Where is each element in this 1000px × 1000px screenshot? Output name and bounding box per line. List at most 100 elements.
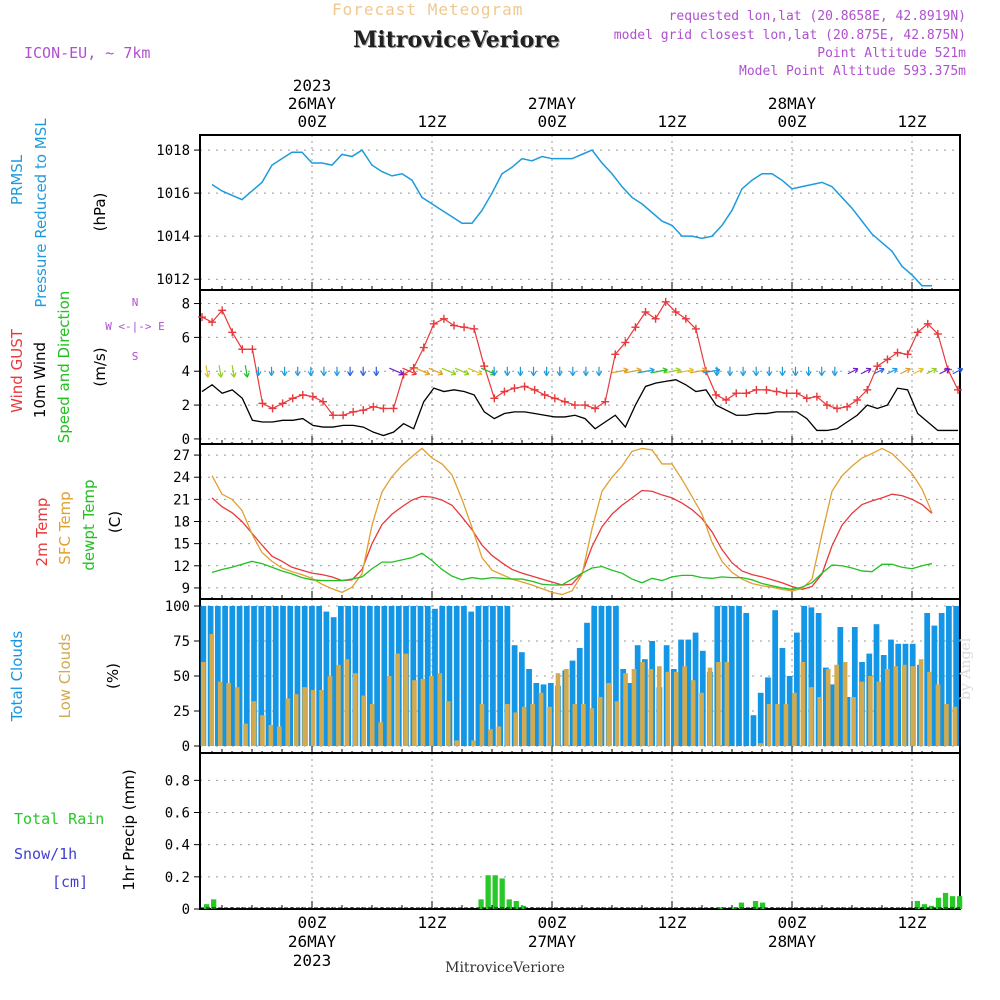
panel-frame <box>199 289 961 445</box>
total-cloud-bar <box>280 606 286 746</box>
wind-arrow <box>569 366 576 377</box>
wind-arrow <box>543 366 550 377</box>
low-cloud-bar <box>471 740 476 746</box>
gust-marker <box>208 318 217 327</box>
y-tick-label: 50 <box>173 669 190 685</box>
low-cloud-bar <box>935 684 941 746</box>
gust-marker <box>540 390 549 399</box>
total-cloud-bar <box>605 606 612 746</box>
gust-marker <box>510 384 519 393</box>
low-cloud-bar <box>445 701 451 746</box>
requested-coords: requested lon,lat (20.8658E, 42.8919N) <box>668 9 966 24</box>
rain-bar <box>211 899 217 909</box>
total-cloud-bar <box>924 613 931 746</box>
y-tick-label: 12 <box>173 559 190 575</box>
gust-marker <box>671 308 680 316</box>
gust-marker <box>550 394 559 403</box>
gust-marker <box>954 385 962 394</box>
wind-arrow <box>638 367 655 374</box>
time-label-top: 00Z <box>298 112 327 131</box>
gust-marker <box>308 392 317 401</box>
low-cloud-bar <box>918 659 924 746</box>
rain-bar <box>492 875 498 909</box>
gust-marker <box>500 387 509 396</box>
total-cloud-bar <box>287 606 294 746</box>
gust-marker <box>490 394 499 403</box>
gust-marker <box>631 323 640 332</box>
gust-marker <box>722 396 731 404</box>
low-cloud-bar <box>893 666 899 746</box>
total-cloud-bar <box>475 606 482 746</box>
wind-arrow <box>886 367 898 375</box>
low-cloud-bar <box>952 706 958 746</box>
total-cloud-bar <box>888 639 894 746</box>
wind-arrow <box>230 365 237 378</box>
total-cloud-bar <box>772 610 779 746</box>
gust-marker <box>641 308 650 316</box>
total-cloud-bar <box>518 652 525 746</box>
wind-arrow <box>900 367 911 375</box>
low-cloud-bar <box>707 667 713 746</box>
gust-marker <box>379 404 388 413</box>
gust-marker <box>581 401 590 410</box>
wind-arrow <box>204 365 211 378</box>
total-cloud-bar <box>526 669 532 746</box>
gust-marker <box>903 350 912 359</box>
low-cloud-bar <box>834 664 839 746</box>
total-cloud-bar <box>598 606 605 746</box>
t2m-line <box>211 489 933 591</box>
low-cloud-bar <box>597 697 603 746</box>
wind-arrow <box>651 367 668 374</box>
low-cloud-bar <box>564 669 569 746</box>
rain-bar <box>485 875 491 909</box>
gust-marker <box>520 382 529 391</box>
total-cloud-bar <box>938 613 945 746</box>
y-tick-label: 24 <box>173 470 190 486</box>
gust-marker <box>429 319 438 328</box>
low-cloud-bar <box>673 671 679 746</box>
rain-bar <box>949 896 956 909</box>
total-cloud-bar <box>815 613 822 746</box>
panel-frame <box>199 134 961 291</box>
rain-bar <box>506 899 512 909</box>
total-cloud-bar <box>424 606 431 746</box>
low-cloud-bar <box>260 715 265 746</box>
total-cloud-bar <box>301 606 308 746</box>
wind-arrow <box>792 366 799 377</box>
wind-arrow <box>307 366 314 377</box>
low-cloud-bar <box>361 695 367 746</box>
rain-bar <box>914 900 921 909</box>
low-cloud-bar <box>234 687 240 746</box>
gust-marker <box>853 396 862 404</box>
low-cloud-bar <box>699 692 704 746</box>
rain-bar <box>520 905 526 909</box>
total-cloud-bar <box>728 606 735 746</box>
panel-precip: 0 0.2 0.4 0.6 0.8 <box>165 752 961 918</box>
time-label-bottom: 26MAY <box>288 932 337 951</box>
wind-arrow <box>373 366 380 377</box>
total-cloud-bar <box>678 639 684 746</box>
low-cloud-bar <box>657 666 662 746</box>
total-cloud-bar <box>251 606 257 746</box>
clouds-unit: (%) <box>104 663 122 689</box>
gust-marker <box>318 397 327 406</box>
rain-bar <box>935 897 942 909</box>
total-cloud-bar <box>540 684 547 746</box>
total-cloud-bar <box>330 617 337 746</box>
wind-arrow <box>556 366 563 377</box>
low-cloud-bar <box>369 704 375 746</box>
total-cloud-bar <box>837 627 844 746</box>
wind-arrow <box>517 366 524 377</box>
gust-marker <box>530 385 539 394</box>
low-cloud-bar <box>766 704 772 746</box>
total-cloud-bar <box>417 606 424 746</box>
low-cloud-bar <box>353 673 358 746</box>
sfc-temp-line <box>211 447 933 596</box>
total-cloud-bar <box>490 606 496 746</box>
total-cloud-bar <box>692 632 699 746</box>
time-label-top: 00Z <box>538 112 567 131</box>
gust-marker <box>923 319 932 328</box>
y-tick-label: 9 <box>182 581 190 597</box>
gust-marker <box>782 389 791 398</box>
low-cloud-bar <box>876 681 882 746</box>
